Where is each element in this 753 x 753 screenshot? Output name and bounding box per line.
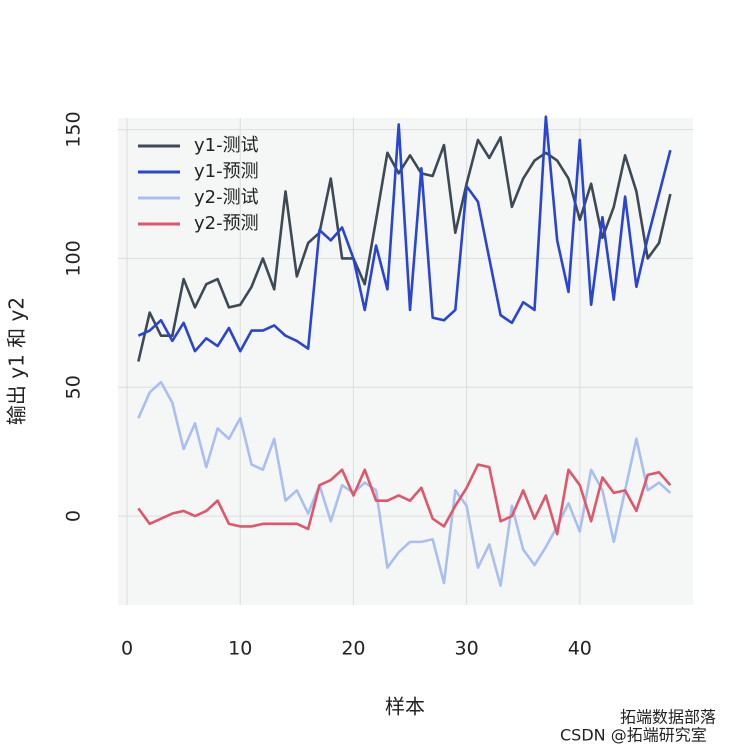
x-tick-label: 10 xyxy=(228,638,252,660)
y-tick-label: 0 xyxy=(63,510,85,522)
x-axis-label: 样本 xyxy=(385,695,425,719)
watermark: CSDN @拓端研究室 xyxy=(560,726,707,745)
x-tick-label: 20 xyxy=(341,638,365,660)
series-line xyxy=(137,115,672,353)
x-tick-label: 40 xyxy=(568,638,592,660)
plot-background xyxy=(118,118,693,605)
watermark: 拓端数据部落 xyxy=(620,708,716,727)
legend-label: y1-预测 xyxy=(194,161,259,182)
series-line xyxy=(137,136,672,362)
legend-label: y1-测试 xyxy=(194,135,259,156)
y-axis-label: 输出 y1 和 y2 xyxy=(5,297,29,425)
x-tick-label: 0 xyxy=(121,638,133,660)
series-line xyxy=(137,380,672,587)
y-tick-label: 100 xyxy=(63,240,85,276)
x-tick-label: 30 xyxy=(455,638,479,660)
legend-label: y2-预测 xyxy=(194,213,259,234)
y-tick-label: 150 xyxy=(63,111,85,147)
legend-label: y2-测试 xyxy=(194,187,259,208)
y-tick-label: 50 xyxy=(63,375,85,399)
series-line xyxy=(137,463,672,536)
